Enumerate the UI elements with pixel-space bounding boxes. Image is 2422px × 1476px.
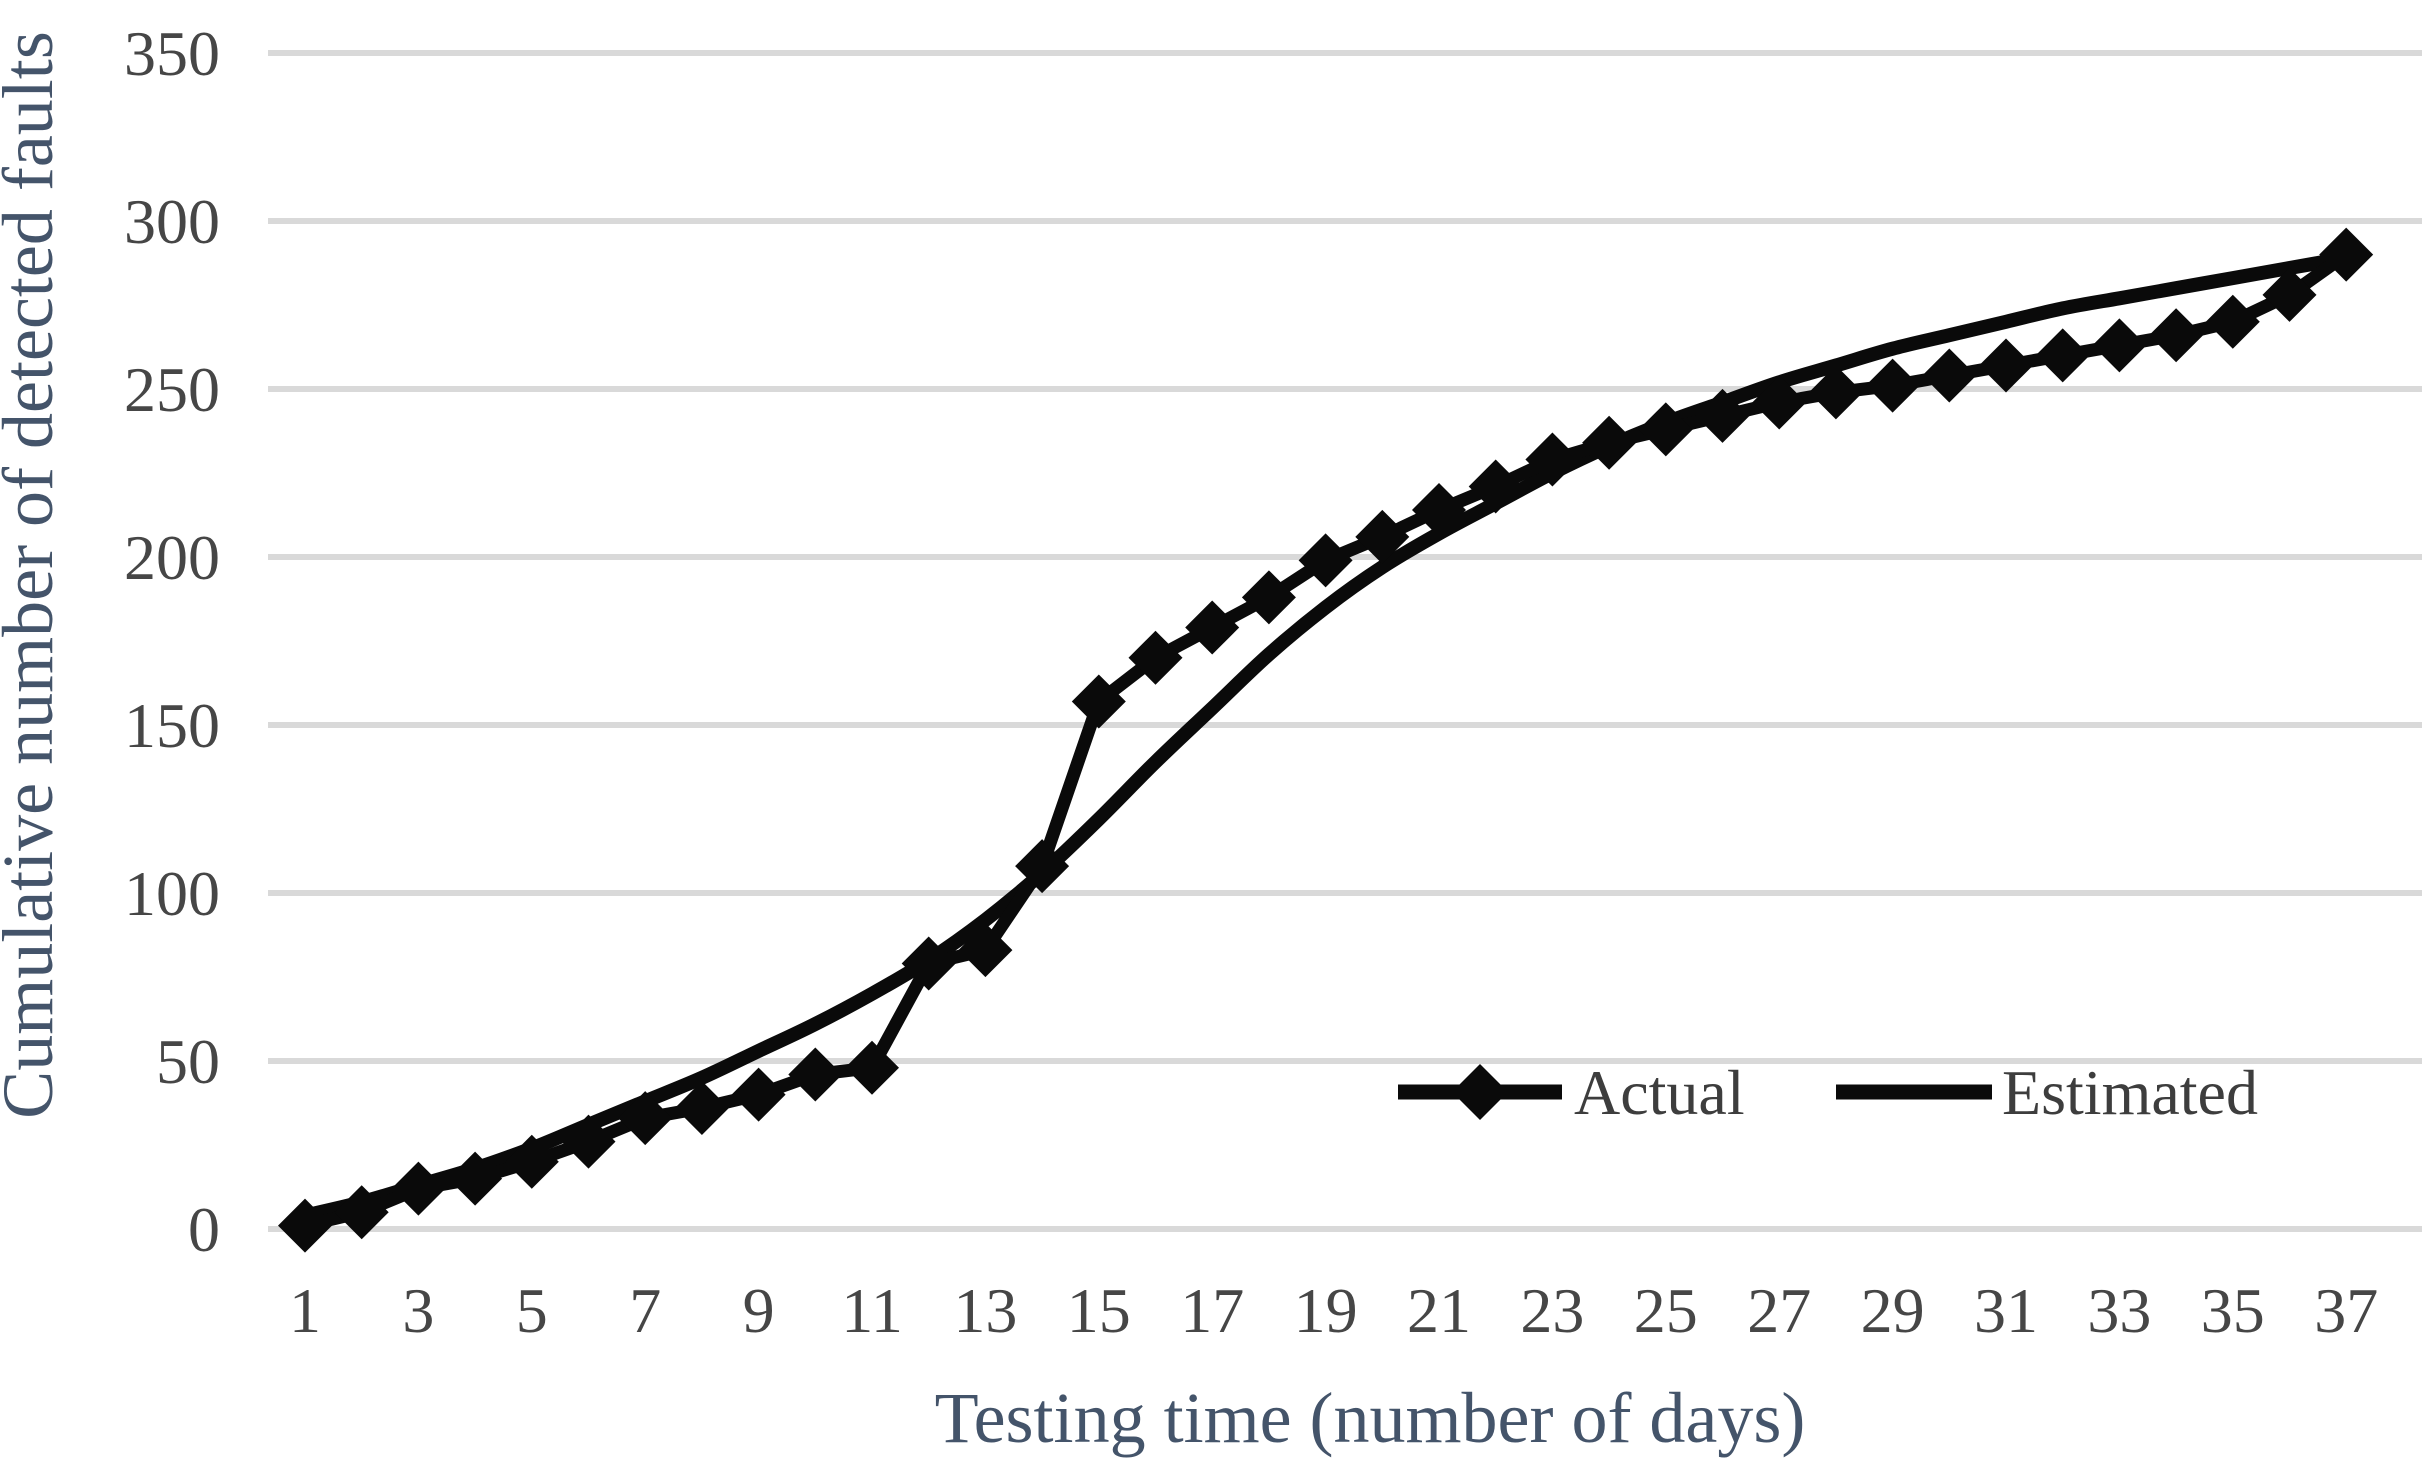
actual-marker-day-4 xyxy=(448,1151,503,1206)
x-tick-1: 1 xyxy=(289,1275,321,1346)
actual-marker-day-33 xyxy=(2092,318,2147,373)
actual-marker-day-2 xyxy=(334,1185,389,1240)
x-tick-9: 9 xyxy=(743,1275,775,1346)
actual-marker-day-32 xyxy=(2035,328,2090,383)
actual-marker-day-17 xyxy=(1185,600,1240,655)
actual-marker-day-29 xyxy=(1865,358,1920,413)
estimated-line xyxy=(298,251,2354,1223)
x-axis-title: Testing time (number of days) xyxy=(935,1378,1806,1458)
actual-marker-day-11 xyxy=(845,1040,899,1095)
x-tick-15: 15 xyxy=(1067,1275,1131,1346)
actual-marker-day-9 xyxy=(731,1067,786,1122)
x-tick-11: 11 xyxy=(841,1275,903,1346)
actual-marker-day-34 xyxy=(2149,308,2204,363)
actual-marker-day-5 xyxy=(504,1134,559,1189)
x-tick-17: 17 xyxy=(1180,1275,1244,1346)
actual-marker-day-22 xyxy=(1468,459,1523,514)
x-tick-33: 33 xyxy=(2087,1275,2151,1346)
x-tick-7: 7 xyxy=(629,1275,661,1346)
actual-marker-day-15 xyxy=(1071,674,1126,729)
y-tick-0: 0 xyxy=(188,1194,220,1265)
gridlines xyxy=(268,50,2422,1232)
actual-marker-day-21 xyxy=(1412,482,1466,537)
actual-marker-day-20 xyxy=(1355,509,1410,564)
legend-label-estimated: Estimated xyxy=(2002,1057,2258,1128)
legend: Actual Estimated xyxy=(1398,1057,2258,1128)
actual-marker-day-26 xyxy=(1695,388,1750,443)
y-tick-300: 300 xyxy=(124,186,220,257)
x-tick-35: 35 xyxy=(2201,1275,2265,1346)
x-tick-3: 3 xyxy=(402,1275,434,1346)
legend-item-actual: Actual xyxy=(1398,1057,1745,1128)
actual-marker-day-3 xyxy=(391,1161,446,1216)
x-axis-tick-labels: 1 3 5 7 9 11 13 15 17 19 21 23 25 27 29 31 33 35 37 xyxy=(289,1275,2378,1346)
y-tick-150: 150 xyxy=(124,690,220,761)
actual-marker-day-28 xyxy=(1808,365,1863,420)
x-tick-23: 23 xyxy=(1520,1275,1584,1346)
actual-marker-day-10 xyxy=(788,1047,843,1102)
y-axis-title: Cumulative number of detected faults xyxy=(0,31,68,1119)
actual-marker-day-1 xyxy=(278,1198,332,1253)
x-tick-21: 21 xyxy=(1407,1275,1471,1346)
actual-marker-day-37 xyxy=(2319,227,2374,282)
actual-series xyxy=(278,227,2374,1253)
actual-marker-day-14 xyxy=(1015,839,1070,894)
x-tick-29: 29 xyxy=(1861,1275,1925,1346)
estimated-series xyxy=(298,251,2354,1223)
actual-marker-day-16 xyxy=(1128,630,1183,685)
legend-label-actual: Actual xyxy=(1574,1057,1745,1128)
actual-marker-day-35 xyxy=(2205,294,2260,349)
actual-marker-day-6 xyxy=(561,1114,616,1169)
actual-marker-day-23 xyxy=(1525,432,1580,487)
actual-marker-day-7 xyxy=(618,1091,673,1146)
actual-marker-day-30 xyxy=(1922,348,1977,403)
legend-item-estimated: Estimated xyxy=(1836,1057,2258,1128)
x-tick-31: 31 xyxy=(1974,1275,2038,1346)
x-tick-13: 13 xyxy=(953,1275,1017,1346)
actual-marker-day-36 xyxy=(2262,267,2317,322)
y-tick-100: 100 xyxy=(124,858,220,929)
x-tick-19: 19 xyxy=(1294,1275,1358,1346)
y-tick-200: 200 xyxy=(124,522,220,593)
actual-marker-day-18 xyxy=(1241,570,1296,625)
y-axis-tick-labels: 0 50 100 150 200 250 300 350 xyxy=(124,18,220,1265)
actual-marker-day-31 xyxy=(1979,338,2033,393)
actual-marker-day-24 xyxy=(1582,415,1637,470)
x-tick-5: 5 xyxy=(516,1275,548,1346)
actual-marker-day-13 xyxy=(958,923,1013,978)
y-tick-250: 250 xyxy=(124,354,220,425)
actual-marker-day-25 xyxy=(1638,402,1693,457)
x-tick-27: 27 xyxy=(1747,1275,1811,1346)
actual-marker-day-8 xyxy=(674,1081,729,1136)
legend-actual-diamond-icon xyxy=(1452,1064,1508,1120)
actual-marker-day-19 xyxy=(1298,533,1353,588)
x-tick-25: 25 xyxy=(1634,1275,1698,1346)
actual-marker-day-27 xyxy=(1752,375,1807,430)
x-tick-37: 37 xyxy=(2314,1275,2378,1346)
y-tick-50: 50 xyxy=(156,1026,220,1097)
actual-marker-day-12 xyxy=(901,936,956,991)
y-tick-350: 350 xyxy=(124,18,220,89)
